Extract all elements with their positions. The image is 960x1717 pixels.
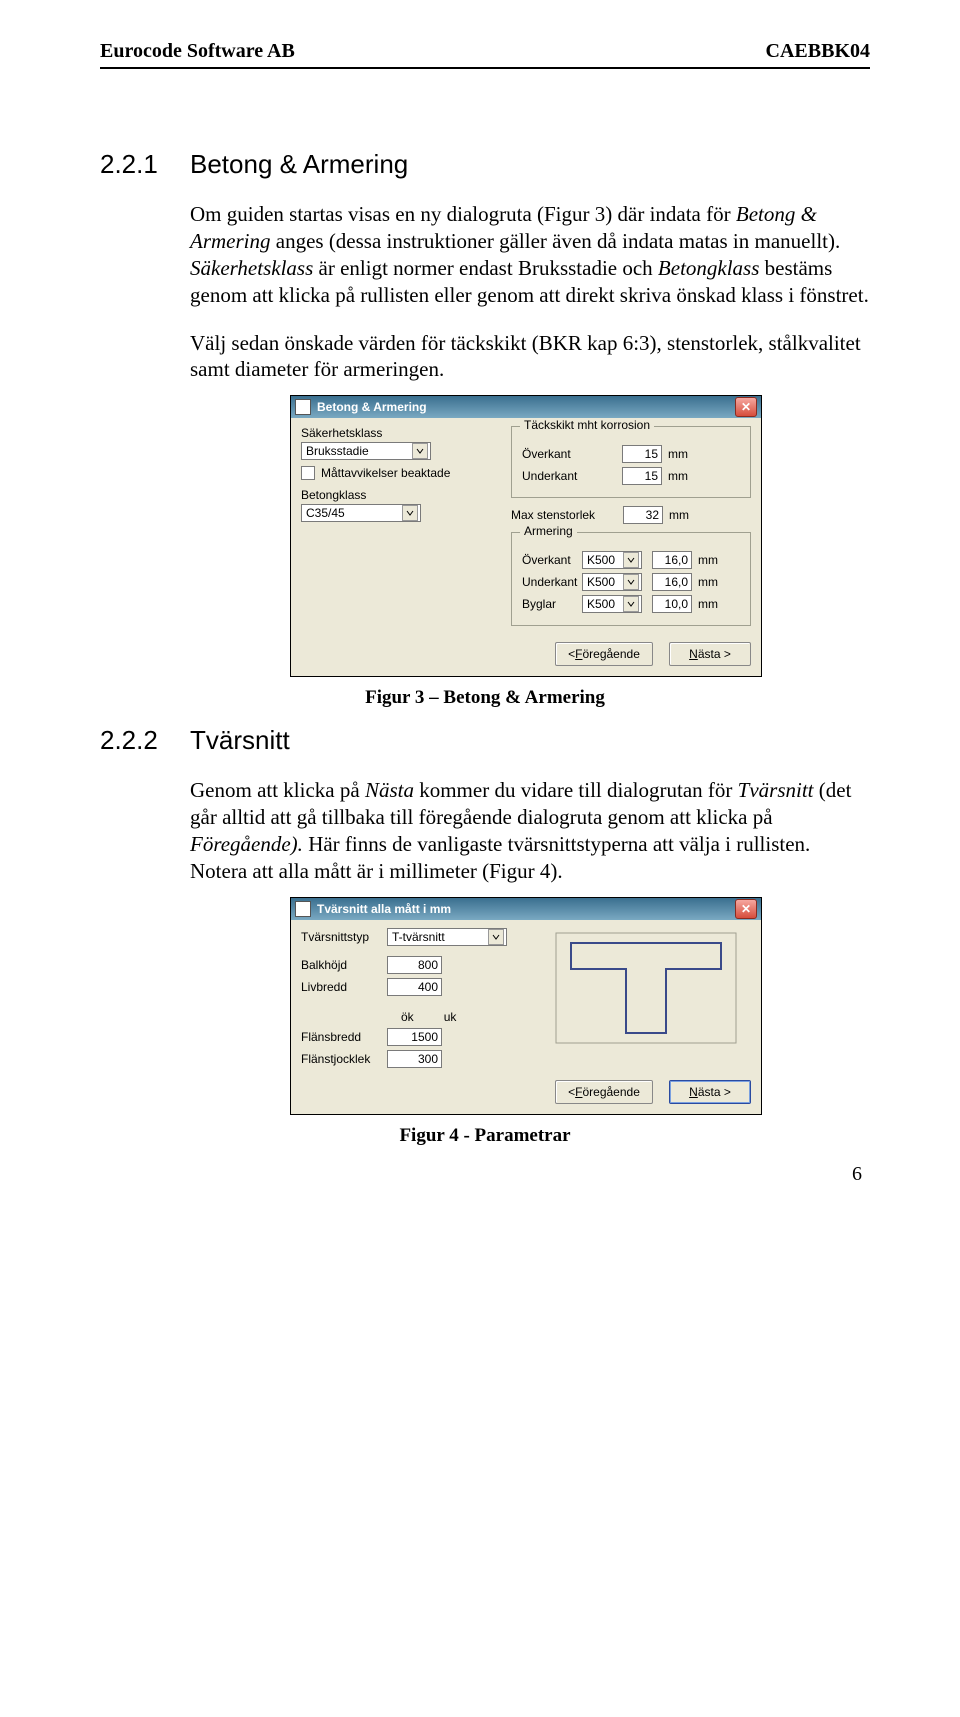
header-rule [100,67,870,69]
header-right: CAEBBK04 [766,40,870,63]
combo-tvarsnittstyp[interactable]: T-tvärsnitt [387,928,507,946]
input-balkhojd[interactable]: 800 [387,956,442,974]
combo-arm-over-grade[interactable]: K500 [582,551,642,569]
titlebar[interactable]: Tvärsnitt alla mått i mm ✕ [291,898,761,920]
label-sakerhetsklass: Säkerhetsklass [301,426,501,440]
app-icon [295,399,311,415]
combo-value: K500 [587,553,615,567]
next-button[interactable]: Nästa > [669,1080,751,1104]
label-mattavvikelser: Måttavvikelser beaktade [321,466,450,480]
combo-value: Bruksstadie [306,444,369,458]
group-tackskikt: Täckskikt mht korrosion Överkant 15 mm U… [511,426,751,498]
text: Om guiden startas visas en ny dialogruta… [190,202,736,226]
chevron-down-icon [488,929,504,945]
paragraph: Om guiden startas visas en ny dialogruta… [190,201,870,309]
input-tack-over[interactable]: 15 [622,445,662,463]
next-button[interactable]: Nästa > [669,642,751,666]
combo-sakerhetsklass[interactable]: Bruksstadie [301,442,431,460]
cross-section-diagram [551,928,741,1072]
label-tvarsnittstyp: Tvärsnittstyp [301,930,387,944]
hotkey: N [689,647,698,661]
label-flansbredd: Flänsbredd [301,1030,387,1044]
chevron-down-icon [623,596,639,612]
unit-mm: mm [698,575,718,589]
text: är enligt normer endast Bruksstadie och [313,256,658,280]
window-title: Betong & Armering [317,400,427,414]
dialog-tvarsnitt: Tvärsnitt alla mått i mm ✕ Tvärsnittstyp… [290,897,762,1115]
text-italic: Säkerhetsklass [190,256,313,280]
section-number: 2.2.2 [100,725,190,756]
app-icon [295,901,311,917]
label-byglar: Byglar [522,597,582,611]
combo-value: K500 [587,597,615,611]
hotkey: F [575,1085,582,1099]
label-balkhojd: Balkhöjd [301,958,387,972]
unit-mm: mm [698,597,718,611]
combo-byglar-grade[interactable]: K500 [582,595,642,613]
label-overkant: Överkant [522,553,582,567]
combo-betongklass[interactable]: C35/45 [301,504,421,522]
label-maxsten: Max stenstorlek [511,508,623,522]
paragraph: Välj sedan önskade värden för täckskikt … [190,330,870,384]
figure-caption: Figur 3 – Betong & Armering [100,687,870,709]
section-title: Betong & Armering [190,149,408,180]
unit-mm: mm [668,469,688,483]
input-byglar-dia[interactable]: 10,0 [652,595,692,613]
label-underkant: Underkant [522,469,622,483]
prev-button[interactable]: < Föregående [555,1080,653,1104]
group-legend: Täckskikt mht korrosion [520,418,654,432]
text-italic: Nästa [365,778,414,802]
dialog-betong-armering: Betong & Armering ✕ Säkerhetsklass Bruks… [290,395,762,677]
chevron-down-icon [412,443,428,459]
group-armering: Armering Överkant K500 16,0 mm [511,532,751,626]
input-tack-under[interactable]: 15 [622,467,662,485]
text: anges (dessa instruktioner gäller även d… [271,229,841,253]
unit-mm: mm [669,508,689,522]
window-title: Tvärsnitt alla mått i mm [317,902,451,916]
section-title: Tvärsnitt [190,725,290,756]
input-livbredd[interactable]: 400 [387,978,442,996]
input-arm-over-dia[interactable]: 16,0 [652,551,692,569]
text: Genom att klicka på [190,778,365,802]
combo-value: C35/45 [306,506,345,520]
header-left: Eurocode Software AB [100,40,295,63]
titlebar[interactable]: Betong & Armering ✕ [291,396,761,418]
label-underkant: Underkant [522,575,582,589]
label-ok: ök [401,1010,414,1024]
input-flanstjocklek[interactable]: 300 [387,1050,442,1068]
label-overkant: Överkant [522,447,622,461]
text-italic: Tvärsnitt [738,778,814,802]
text-italic: Betongklass [658,256,759,280]
label-betongklass: Betongklass [301,488,501,502]
text: kommer du vidare till dialogrutan för [414,778,738,802]
combo-value: K500 [587,575,615,589]
combo-arm-under-grade[interactable]: K500 [582,573,642,591]
input-maxsten[interactable]: 32 [623,506,663,524]
input-flansbredd[interactable]: 1500 [387,1028,442,1046]
text-italic: Föregående). [190,832,303,856]
hotkey: F [575,647,582,661]
label-uk: uk [444,1010,457,1024]
input-arm-under-dia[interactable]: 16,0 [652,573,692,591]
chevron-down-icon [623,552,639,568]
prev-button[interactable]: < Föregående [555,642,653,666]
close-icon[interactable]: ✕ [735,899,757,919]
combo-value: T-tvärsnitt [392,930,445,944]
chevron-down-icon [623,574,639,590]
checkbox-mattavvikelser[interactable] [301,466,315,480]
chevron-down-icon [402,505,418,521]
unit-mm: mm [668,447,688,461]
close-icon[interactable]: ✕ [735,397,757,417]
paragraph: Genom att klicka på Nästa kommer du vida… [190,777,870,885]
figure-caption: Figur 4 - Parametrar [100,1125,870,1147]
hotkey: N [689,1085,698,1099]
unit-mm: mm [698,553,718,567]
label-livbredd: Livbredd [301,980,387,994]
group-legend: Armering [520,524,577,538]
page-number: 6 [100,1163,862,1186]
label-flanstjocklek: Flänstjocklek [301,1052,387,1066]
section-number: 2.2.1 [100,149,190,180]
